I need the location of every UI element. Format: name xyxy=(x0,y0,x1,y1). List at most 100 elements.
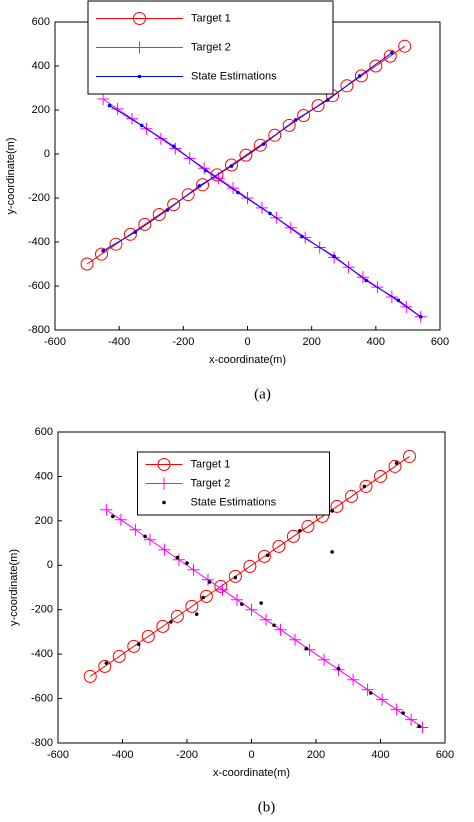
marker-circle xyxy=(181,188,195,202)
marker-dot xyxy=(298,529,302,533)
y-tick-label: 600 xyxy=(35,426,53,438)
marker-plus xyxy=(241,192,254,204)
marker-circle xyxy=(272,539,286,553)
marker-plus xyxy=(289,633,302,646)
marker-dot xyxy=(390,51,394,55)
marker-dot xyxy=(207,580,212,584)
marker-plus xyxy=(376,693,389,706)
marker-dot xyxy=(185,561,189,565)
marker-plus xyxy=(100,503,113,516)
marker-circle xyxy=(199,589,213,603)
marker-circle xyxy=(167,198,181,212)
marker-circle xyxy=(157,458,171,471)
marker-dot xyxy=(272,623,276,628)
marker-circle xyxy=(282,118,296,132)
marker-circle xyxy=(112,649,126,663)
marker-dot xyxy=(229,164,234,168)
marker-dot xyxy=(330,550,334,554)
marker-plus xyxy=(227,182,240,195)
marker-circle xyxy=(80,257,94,271)
y-tick-label: 0 xyxy=(47,559,53,571)
y-tick-label: -400 xyxy=(28,236,50,248)
marker-circle xyxy=(185,599,199,613)
x-tick-label: 600 xyxy=(436,749,454,761)
marker-dot xyxy=(369,691,373,695)
marker-circle xyxy=(369,59,383,73)
marker-plus xyxy=(158,543,171,556)
marker-plus xyxy=(347,673,360,686)
marker-plus xyxy=(390,703,403,716)
marker-dot xyxy=(332,254,336,259)
marker-dot xyxy=(137,74,142,79)
marker-circle xyxy=(398,39,412,53)
marker-dot xyxy=(175,555,180,560)
marker-circle xyxy=(311,99,325,113)
caption: (b) xyxy=(258,799,276,815)
y-tick-label: 200 xyxy=(35,515,53,527)
legend-label: State Estimations xyxy=(191,70,277,82)
y-tick-label: -600 xyxy=(28,280,50,292)
marker-dot xyxy=(111,514,115,519)
marker-dot xyxy=(330,509,334,513)
marker-circle xyxy=(383,49,397,63)
y-tick-label: -600 xyxy=(31,692,53,704)
x-tick-label: -200 xyxy=(172,336,194,348)
y-tick-label: -400 xyxy=(31,648,53,660)
marker-plus xyxy=(133,41,146,54)
marker-circle xyxy=(170,609,184,623)
marker-dot xyxy=(107,103,112,108)
marker-circle xyxy=(98,659,112,673)
subplot: -600 -400 -200 0 200 400 600-800-600-400-20002… xyxy=(5,0,449,402)
marker-dot xyxy=(203,168,208,173)
subplot: -600 -400 -200 0 200 400 600-800-600-400-20002… xyxy=(8,426,454,816)
marker-plus xyxy=(198,162,211,175)
x-tick-label: -400 xyxy=(108,336,130,348)
y-tick-label: -800 xyxy=(31,737,53,749)
marker-dot xyxy=(336,666,341,671)
marker-circle xyxy=(196,178,210,192)
marker-dot xyxy=(133,230,138,234)
marker-plus xyxy=(187,563,200,576)
marker-plus xyxy=(114,513,127,526)
marker-circle xyxy=(330,499,344,513)
marker-circle xyxy=(403,449,417,463)
marker-circle xyxy=(340,79,354,93)
marker-plus xyxy=(245,603,258,616)
marker-circle xyxy=(127,639,141,653)
marker-circle xyxy=(152,208,166,221)
legend-label: Target 1 xyxy=(191,12,231,24)
y-tick-label: 600 xyxy=(32,16,50,28)
marker-circle xyxy=(286,529,300,543)
caption: (a) xyxy=(254,386,271,402)
marker-plus xyxy=(405,713,418,726)
marker-dot xyxy=(136,642,141,646)
marker-dot xyxy=(194,612,199,616)
legend-label: Target 2 xyxy=(191,477,231,489)
marker-dot xyxy=(165,208,170,212)
x-axis-label: x-coordinate(m) xyxy=(213,767,290,779)
marker-circle xyxy=(224,158,238,172)
marker-dot xyxy=(265,553,270,558)
marker-circle xyxy=(228,569,242,583)
y-tick-label: -800 xyxy=(28,324,50,336)
marker-circle xyxy=(301,519,315,533)
marker-dot xyxy=(293,118,298,122)
marker-circle xyxy=(253,138,267,152)
marker-dot xyxy=(240,602,244,606)
y-tick-label: -200 xyxy=(31,604,53,616)
marker-dot xyxy=(236,190,240,195)
marker-plus xyxy=(216,583,229,596)
marker-dot xyxy=(418,315,423,319)
marker-plus xyxy=(230,593,243,606)
marker-plus xyxy=(357,271,369,284)
marker-circle xyxy=(243,559,257,573)
marker-circle xyxy=(354,69,368,83)
marker-plus xyxy=(158,477,170,490)
marker-plus xyxy=(284,221,297,234)
y-tick-label: 400 xyxy=(35,470,53,482)
marker-circle xyxy=(141,629,155,643)
marker-plus xyxy=(154,132,167,145)
x-tick-label: -600 xyxy=(47,749,69,761)
marker-dot xyxy=(143,534,147,539)
